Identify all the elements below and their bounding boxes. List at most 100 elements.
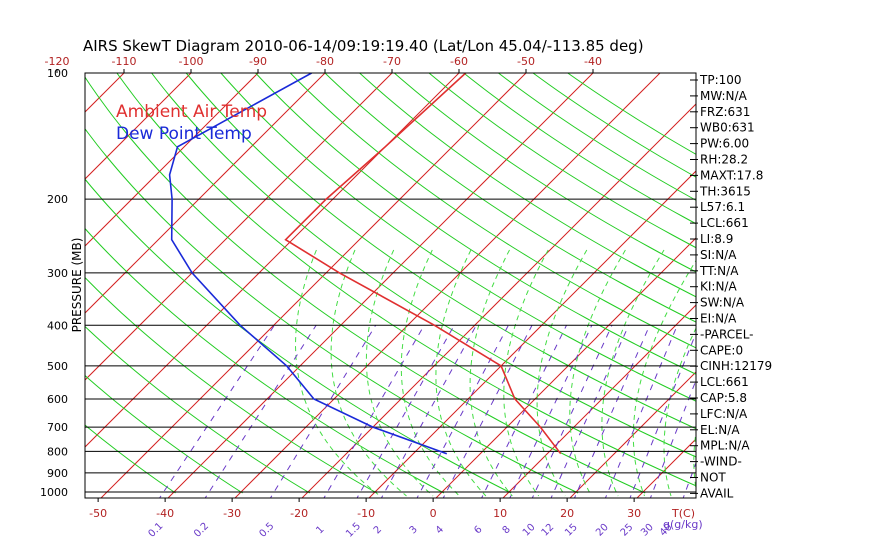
mixing-ratio-line bbox=[509, 325, 593, 498]
chart-title: AIRS SkewT Diagram 2010-06-14/09:19:19.4… bbox=[83, 37, 644, 55]
mixing-ratio-line bbox=[158, 324, 275, 498]
mixing-ratio-line bbox=[531, 325, 613, 498]
stat-item: CINH:12179 bbox=[700, 359, 772, 373]
dry-adiabat-line bbox=[85, 325, 310, 494]
bottom-temp-tick-label: 30 bbox=[627, 507, 641, 520]
top-temp-tick-label: -40 bbox=[584, 55, 602, 68]
mixing-ratio-tick-label: 3 bbox=[408, 524, 420, 536]
stat-item: -WIND- bbox=[700, 455, 742, 469]
temp-unit-label: T(C) bbox=[671, 507, 695, 520]
top-temp-tick-label: -80 bbox=[316, 55, 334, 68]
moist-adiabat-line bbox=[632, 259, 696, 497]
dry-adiabat-line bbox=[85, 227, 445, 494]
mixing-ratio-line bbox=[204, 324, 317, 498]
isotherm-line bbox=[569, 371, 696, 498]
isotherm-line bbox=[85, 73, 393, 381]
stat-item: TT:N/A bbox=[699, 264, 739, 278]
moist-adiabat-line bbox=[601, 249, 665, 497]
top-temp-tick-label: -110 bbox=[112, 55, 137, 68]
stat-item: MAXT:17.8 bbox=[700, 168, 763, 182]
mixing-ratio-line bbox=[550, 325, 630, 498]
dry-adiabat-line bbox=[463, 73, 696, 225]
stat-item: LI:8.9 bbox=[700, 232, 733, 246]
moist-adiabat-line bbox=[663, 327, 696, 497]
stat-item: CAP:5.8 bbox=[700, 391, 747, 405]
top-temp-tick-label: -120 bbox=[45, 55, 70, 68]
stat-item: L57:6.1 bbox=[700, 200, 745, 214]
y-tick-label: 800 bbox=[47, 445, 68, 458]
bottom-temp-tick-label: -10 bbox=[357, 507, 375, 520]
dew-point-temp-line bbox=[168, 73, 448, 455]
mixing-ratio-line bbox=[323, 325, 425, 498]
mixing-ratio-tick-label: 15 bbox=[563, 522, 580, 539]
legend-dew-point-temp: Dew Point Temp bbox=[116, 124, 252, 144]
dry-adiabat-line bbox=[220, 73, 696, 402]
moist-adiabat-line bbox=[693, 428, 696, 492]
dry-adiabat-line bbox=[498, 73, 696, 201]
isotherm-line bbox=[85, 73, 326, 314]
moist-adiabat-line bbox=[330, 249, 407, 497]
isotherm-line bbox=[301, 103, 696, 498]
bottom-temp-tick-label: -30 bbox=[223, 507, 241, 520]
isotherm-line bbox=[435, 237, 696, 498]
isotherm-line bbox=[368, 170, 696, 498]
moist-adiabat-line bbox=[294, 249, 381, 497]
mixing-ratio-line bbox=[573, 325, 651, 498]
bottom-temp-tick-label: 10 bbox=[493, 507, 507, 520]
stat-item: SI:N/A bbox=[700, 248, 737, 262]
top-temp-tick-label: -60 bbox=[450, 55, 468, 68]
isotherm-line bbox=[85, 73, 259, 247]
stat-item: TH:3615 bbox=[699, 184, 751, 198]
mixing-ratio-line bbox=[380, 325, 477, 498]
y-tick-label: 500 bbox=[47, 360, 68, 373]
top-temp-tick-label: -50 bbox=[517, 55, 535, 68]
ambient-air-temp-line bbox=[284, 73, 562, 455]
mixing-ratio-tick-label: 10 bbox=[521, 522, 538, 539]
dry-adiabat-line bbox=[85, 76, 646, 494]
mixing-ratio-tick-label: 0.2 bbox=[192, 521, 211, 540]
dry-adiabat-line bbox=[532, 73, 696, 178]
bottom-temp-tick-label: 0 bbox=[430, 507, 437, 520]
stat-item: WB0:631 bbox=[700, 121, 755, 135]
stat-item: RH:28.2 bbox=[700, 153, 748, 167]
dry-adiabat-line bbox=[289, 73, 696, 349]
y-tick-label: 700 bbox=[47, 421, 68, 434]
dry-adiabat-line bbox=[393, 73, 696, 273]
plot-area bbox=[84, 72, 697, 499]
mixing-ratio-tick-label: 6 bbox=[472, 524, 484, 536]
dry-adiabat-line bbox=[255, 73, 696, 375]
stat-item: EI:N/A bbox=[700, 312, 737, 326]
isotherm-line bbox=[167, 73, 594, 498]
dry-adiabat-line bbox=[85, 128, 579, 494]
dry-adiabat-line bbox=[324, 73, 696, 323]
stat-item: LCL:661 bbox=[700, 216, 749, 230]
dry-adiabat-line bbox=[151, 73, 696, 458]
stat-item: TP:100 bbox=[699, 73, 742, 87]
moist-adiabat-line bbox=[435, 249, 487, 497]
dry-adiabat-line bbox=[359, 73, 696, 298]
y-tick-label: 300 bbox=[47, 267, 68, 280]
mixing-ratio-tick-label: 4 bbox=[434, 524, 446, 536]
top-temp-tick-label: -100 bbox=[179, 55, 204, 68]
moist-adiabat-line bbox=[503, 249, 549, 497]
stat-item: FRZ:631 bbox=[700, 105, 750, 119]
y-tick-label: 600 bbox=[47, 393, 68, 406]
y-tick-label: 400 bbox=[47, 319, 68, 332]
isotherm-line bbox=[85, 73, 125, 113]
legend: Ambient Air Temp Dew Point Temp bbox=[116, 102, 267, 144]
isotherm-line bbox=[502, 304, 696, 498]
moist-adiabat-line bbox=[569, 249, 626, 497]
bottom-temp-tick-label: 20 bbox=[560, 507, 574, 520]
moist-adiabat-line bbox=[365, 249, 434, 497]
mixing-ratio-line bbox=[356, 325, 455, 498]
stat-item: MW:N/A bbox=[700, 89, 748, 103]
moist-adiabat-line bbox=[469, 249, 513, 497]
stat-item: PW:6.00 bbox=[700, 137, 749, 151]
stat-item: CAPE:0 bbox=[700, 343, 743, 357]
mixing-ratio-line bbox=[604, 325, 678, 498]
dry-adiabat-line bbox=[85, 178, 512, 494]
isotherm-line bbox=[85, 73, 192, 180]
bottom-temp-tick-label: -20 bbox=[290, 507, 308, 520]
stat-item: LFC:N/A bbox=[700, 407, 748, 421]
stat-item: LCL:661 bbox=[700, 375, 749, 389]
